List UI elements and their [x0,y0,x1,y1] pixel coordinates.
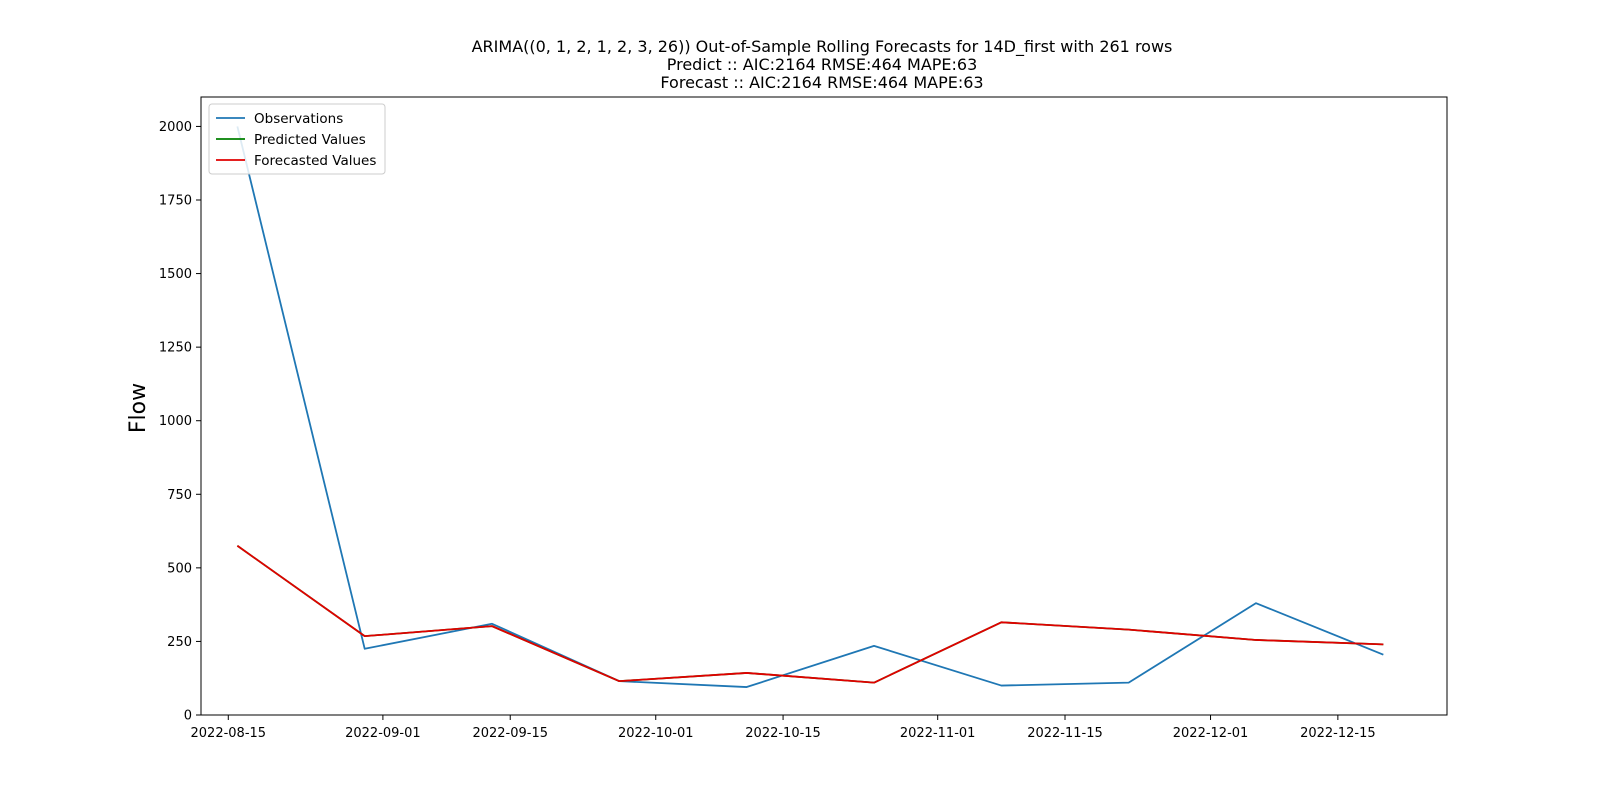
plot-series [236,126,1384,688]
y-axis-label: Flow [126,383,151,433]
x-tick-label: 2022-09-01 [345,726,421,741]
y-tick-label: 2000 [159,120,192,135]
y-tick-label: 0 [184,709,192,724]
chart-title: ARIMA((0, 1, 2, 1, 2, 3, 26)) Out-of-Sam… [472,37,1173,92]
legend-label-forecasted-values: Forecasted Values [254,153,376,169]
y-tick-label: 750 [167,488,192,503]
title-line-1: ARIMA((0, 1, 2, 1, 2, 3, 26)) Out-of-Sam… [472,37,1173,57]
legend-label-predicted-values: Predicted Values [254,132,366,148]
x-tick-label: 2022-08-15 [191,726,267,741]
y-tick-label: 500 [167,561,192,576]
x-tick-label: 2022-10-01 [618,726,694,741]
series-line-forecasted-values [236,545,1384,684]
x-tick-label: 2022-12-15 [1300,726,1376,741]
title-line-3: Forecast :: AIC:2164 RMSE:464 MAPE:63 [660,73,983,92]
y-tick-label: 250 [167,635,192,650]
y-tick-label: 1750 [159,194,192,209]
plot-area-frame [200,96,1448,716]
x-tick-label: 2022-11-01 [900,726,976,741]
title-line-2: Predict :: AIC:2164 RMSE:464 MAPE:63 [667,55,978,74]
y-tick-label: 1500 [159,267,192,282]
series-line-observations [236,126,1384,688]
x-tick-label: 2022-11-15 [1027,726,1103,741]
x-tick-label: 2022-10-15 [745,726,821,741]
y-axis: 0 250 500 750 1000 1250 1500 1750 2000 [159,120,201,724]
y-tick-label: 1000 [159,414,192,429]
legend: Observations Predicted Values Forecasted V… [208,103,386,175]
legend-box [208,103,386,175]
x-tick-label: 2022-12-01 [1173,726,1249,741]
x-axis: 2022-08-15 2022-09-01 2022-09-15 2022-10-01… [191,715,1376,741]
legend-label-observations: Observations [254,111,343,127]
y-tick-label: 1250 [159,341,192,356]
x-tick-label: 2022-09-15 [472,726,548,741]
